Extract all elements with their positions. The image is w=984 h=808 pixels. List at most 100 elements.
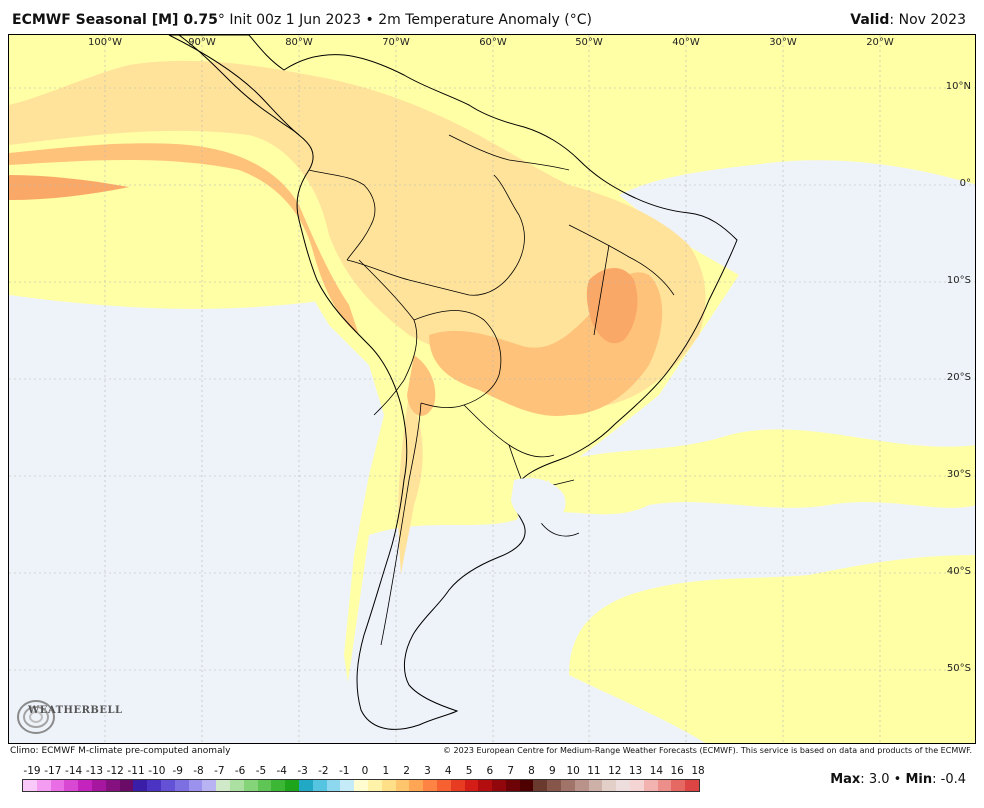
colorbar-tick-label: 10 — [566, 765, 580, 777]
colorbar-swatch — [160, 780, 175, 791]
colorbar-swatch — [174, 780, 189, 791]
colorbar-swatch — [630, 780, 644, 791]
colorbar-tick-label: 8 — [528, 765, 535, 777]
lon-label-20w: 20°W — [866, 37, 894, 48]
init-time: Init 00z 1 Jun 2023 — [229, 12, 362, 28]
lon-label-70w: 70°W — [382, 37, 410, 48]
colorbar-tick-label: -3 — [297, 765, 308, 777]
summary-bullet: • — [893, 772, 902, 787]
colorbar-swatch — [105, 780, 120, 791]
colorbar-tick-label: 4 — [444, 765, 452, 777]
degree-symbol: ° — [217, 12, 225, 28]
colorbar-tick-label: -5 — [255, 765, 267, 777]
colorbar-swatch — [464, 780, 479, 791]
lon-label-100w: 100°W — [88, 37, 122, 48]
colorbar-tick-label: -13 — [85, 765, 104, 777]
colorbar-tick-label: -12 — [106, 765, 124, 777]
anomaly-zone-2-3-bolivia — [407, 355, 436, 416]
colorbar-swatch — [50, 780, 65, 791]
min-value: -0.4 — [940, 772, 966, 787]
max-value: 3.0 — [868, 772, 890, 787]
colorbar-tick-label: 11 — [587, 765, 601, 777]
colorbar-swatch — [326, 780, 341, 791]
colorbar-swatch — [478, 780, 493, 791]
lat-label-30s: 30°S — [946, 469, 971, 480]
colorbar-swatch — [188, 780, 203, 791]
lat-label-10n: 10°N — [945, 81, 971, 92]
copyright-note: © 2023 European Centre for Medium-Range … — [443, 746, 972, 755]
colorbar-swatch — [616, 780, 631, 791]
header: ECMWF Seasonal [M] 0.75° Init 00z 1 Jun … — [0, 0, 984, 34]
weatherbell-logo: WEATHERBELL — [14, 695, 124, 740]
colorbar-swatch — [602, 780, 617, 791]
colorbar-tick-label: -7 — [214, 765, 225, 777]
lat-label-0: 0° — [959, 178, 971, 189]
model-name: ECMWF Seasonal [M] 0.75 — [12, 12, 218, 28]
colorbar-swatch — [271, 780, 286, 791]
colorbar-swatch — [312, 780, 327, 791]
colorbar-tick-label: -4 — [276, 765, 287, 777]
colorbar-tick-label: -9 — [172, 765, 183, 777]
colorbar-swatch — [519, 780, 534, 791]
anomaly-zone-3-4 — [586, 267, 638, 344]
colorbar-tick-label: 9 — [548, 765, 556, 777]
colorbar-swatch — [381, 780, 396, 791]
lon-label-80w: 80°W — [285, 37, 313, 48]
climo-note: Climo: ECMWF M-climate pre-computed anom… — [10, 746, 231, 756]
colorbar-tick-label: 14 — [649, 765, 664, 777]
colorbar-swatch — [492, 780, 506, 791]
lat-label-40s: 40°S — [946, 566, 971, 577]
south-america-coastline — [168, 35, 738, 730]
colorbar-labels: -19 -17 -14 -13 -12 -11 -10 -9 -8 -7 -6 -5 -4 -3 -2 -1 0… — [20, 765, 704, 779]
logo-wordmark: WEATHERBELL — [28, 705, 123, 716]
anomaly-zone-3-4-pacific — [9, 175, 129, 200]
colorbar-swatch — [533, 780, 548, 791]
anomaly-map[interactable] — [9, 35, 976, 744]
max-min-summary: Max: 3.0 • Min: -0.4 — [830, 772, 966, 787]
colorbar-swatch — [23, 780, 37, 791]
map-panel[interactable]: 100°W 90°W 80°W 70°W 60°W 50°W 40°W 30°W… — [8, 34, 976, 744]
country-borders — [308, 134, 675, 646]
colorbar-swatch — [216, 780, 230, 791]
colorbar-swatch — [423, 780, 437, 791]
colorbar-swatch — [64, 780, 79, 791]
colorbar-swatch — [36, 780, 51, 791]
colorbar-swatch — [202, 780, 217, 791]
lat-label-20s: 20°S — [946, 372, 971, 383]
colorbar-swatch — [354, 780, 368, 791]
colorbar-tick-label: 16 — [670, 765, 684, 777]
colorbar-swatch — [574, 780, 589, 791]
colorbar-tick-label: 3 — [424, 765, 431, 777]
lat-label-50s: 50°S — [946, 663, 971, 674]
colorbar-tick-label: -6 — [234, 765, 246, 777]
colorbar-swatch — [78, 780, 92, 791]
central-america-coastline — [178, 35, 300, 136]
colorbar-swatch — [395, 780, 410, 791]
anomaly-zone-2-3 — [9, 143, 359, 335]
swirl-icon — [17, 700, 55, 734]
ocean-neutral-south — [339, 502, 975, 743]
colorbar-tick-label: 13 — [628, 765, 643, 777]
anomaly-zone-1-2 — [9, 60, 706, 409]
colorbar-swatch — [257, 780, 272, 791]
colorbar-swatch — [409, 780, 424, 791]
colorbar-swatch — [119, 780, 134, 791]
colorbar-tick-label: -8 — [193, 765, 204, 777]
colorbar-tick-label: 5 — [465, 765, 473, 777]
lon-label-90w: 90°W — [188, 37, 216, 48]
colorbar — [22, 779, 700, 792]
field-name: 2m Temperature Anomaly (°C) — [378, 12, 592, 28]
colorbar-tick-label: 2 — [403, 765, 410, 777]
colorbar-tick-label: 18 — [691, 765, 705, 777]
colorbar-tick-label: -19 — [23, 765, 41, 777]
valid-label: Valid — [850, 12, 890, 28]
colorbar-tick-label: 7 — [507, 765, 515, 777]
colorbar-tick-label: 1 — [382, 765, 390, 777]
max-label: Max — [830, 772, 861, 787]
colorbar-swatch — [436, 780, 451, 791]
colorbar-tick-label: 6 — [486, 765, 494, 777]
colorbar-swatch — [285, 780, 299, 791]
colorbar-swatch — [657, 780, 672, 791]
lon-label-50w: 50°W — [575, 37, 603, 48]
title-bullet: • — [365, 12, 374, 28]
